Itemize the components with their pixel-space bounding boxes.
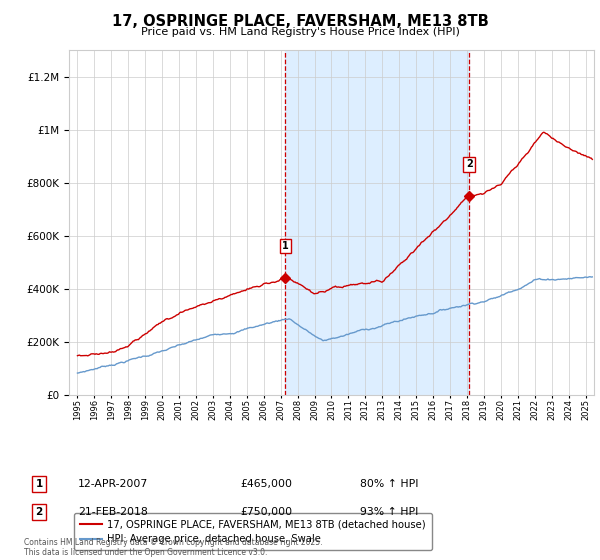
Text: 93% ↑ HPI: 93% ↑ HPI — [360, 507, 418, 517]
Text: Price paid vs. HM Land Registry's House Price Index (HPI): Price paid vs. HM Land Registry's House … — [140, 27, 460, 37]
Text: 80% ↑ HPI: 80% ↑ HPI — [360, 479, 419, 489]
Text: 1: 1 — [35, 479, 43, 489]
Text: 2: 2 — [35, 507, 43, 517]
Text: 21-FEB-2018: 21-FEB-2018 — [78, 507, 148, 517]
Text: Contains HM Land Registry data © Crown copyright and database right 2025.
This d: Contains HM Land Registry data © Crown c… — [24, 538, 323, 557]
Bar — [286, 50, 469, 395]
Text: £465,000: £465,000 — [240, 479, 292, 489]
Text: 2: 2 — [466, 159, 473, 169]
Text: 12-APR-2007: 12-APR-2007 — [78, 479, 148, 489]
Text: £750,000: £750,000 — [240, 507, 292, 517]
Text: 1: 1 — [282, 241, 289, 251]
Text: 17, OSPRINGE PLACE, FAVERSHAM, ME13 8TB: 17, OSPRINGE PLACE, FAVERSHAM, ME13 8TB — [112, 14, 488, 29]
Legend: 17, OSPRINGE PLACE, FAVERSHAM, ME13 8TB (detached house), HPI: Average price, de: 17, OSPRINGE PLACE, FAVERSHAM, ME13 8TB … — [74, 514, 431, 550]
